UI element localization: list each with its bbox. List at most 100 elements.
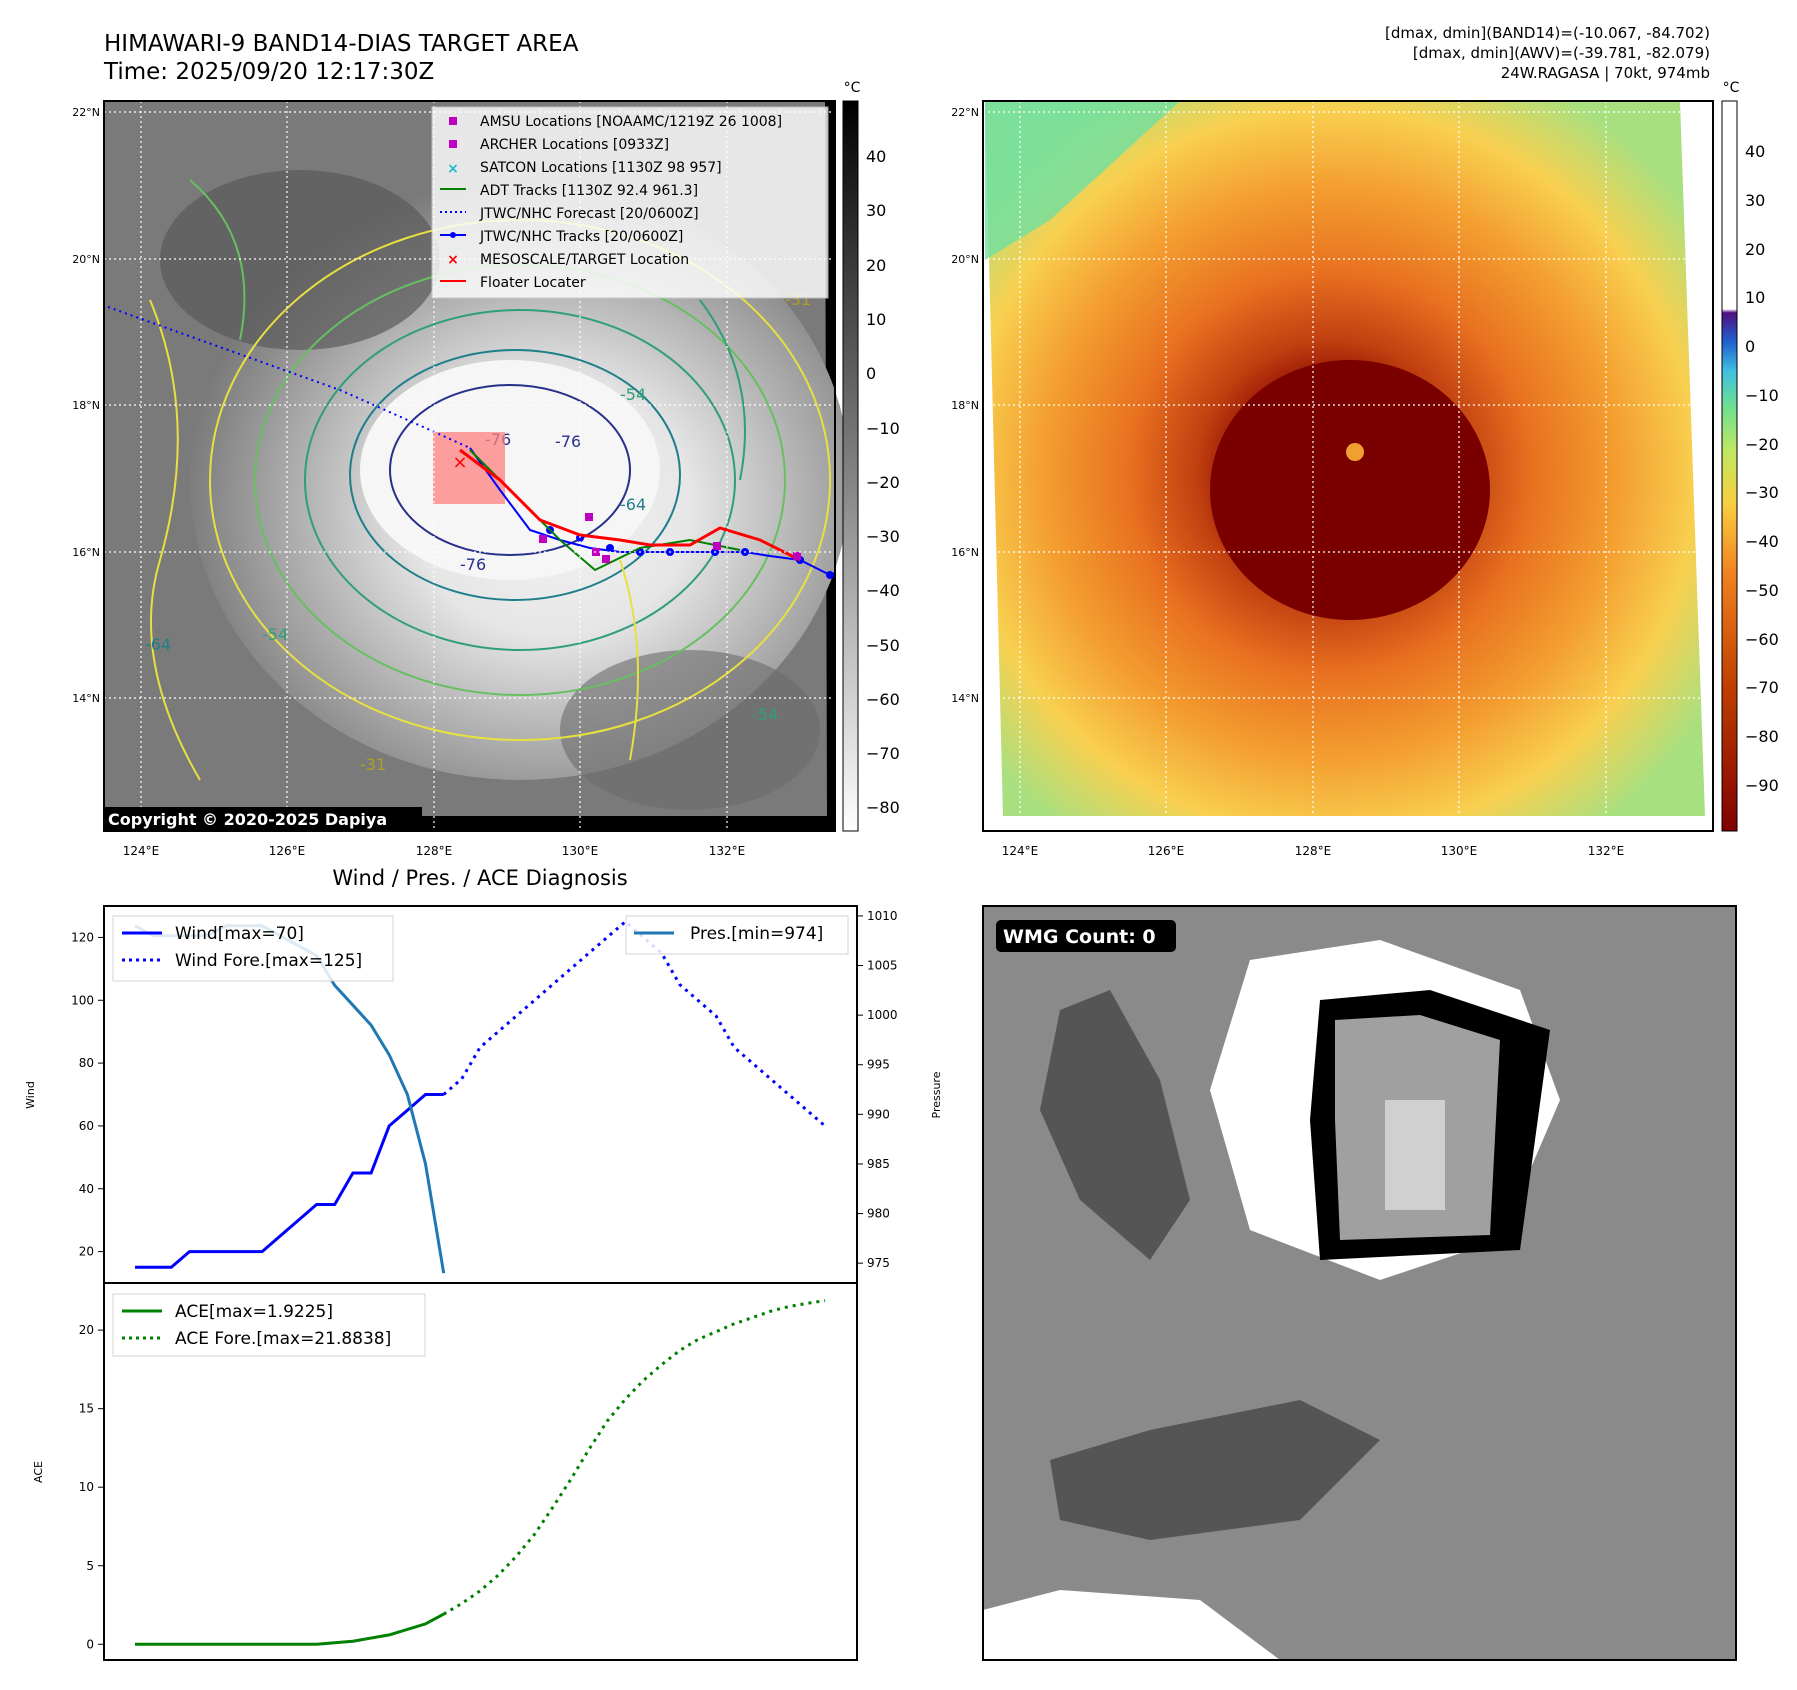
wmg-count-badge xyxy=(996,920,1176,952)
ir-map-frame xyxy=(103,100,836,832)
cb-tick: −50 xyxy=(866,636,900,655)
cb-tick: −10 xyxy=(866,419,900,438)
lon-label: 124°E xyxy=(123,844,160,858)
lon-label: 132°E xyxy=(709,844,746,858)
contour-label: -76 xyxy=(555,432,581,451)
legend-mesoscale: MESOSCALE/TARGET Location xyxy=(480,252,689,268)
lat-label: 16°N xyxy=(951,546,979,559)
ace-tick-label: 0 xyxy=(86,1637,94,1651)
legend-ace-fore: ACE Fore.[max=21.8838] xyxy=(175,1329,391,1349)
awv-lat-labels: 22°N 20°N 18°N 16°N 14°N xyxy=(951,106,979,705)
awv-colorbar-unit: °C xyxy=(1723,80,1740,96)
copyright-box xyxy=(104,807,422,831)
ir-dry-band xyxy=(160,170,440,350)
cb-tick: 30 xyxy=(1745,191,1765,210)
y2-tick-label: 980 xyxy=(867,1207,890,1221)
lon-label: 128°E xyxy=(416,844,453,858)
contour-label: -54 xyxy=(620,385,646,404)
cb-tick: −50 xyxy=(1745,581,1779,600)
cb-tick: −20 xyxy=(866,473,900,492)
lat-label: 20°N xyxy=(951,253,979,266)
cb-tick: 10 xyxy=(1745,288,1765,307)
wmg-eye xyxy=(1385,1100,1445,1210)
contour-label: -54 xyxy=(262,625,288,644)
awv-colorbar-ticks: 40 30 20 10 0 −10 −20 −30 −40 −50 −60 −7… xyxy=(1745,142,1779,795)
cb-tick: 20 xyxy=(1745,240,1765,259)
cb-tick: −40 xyxy=(1745,532,1779,551)
legend-wind-fore: Wind Fore.[max=125] xyxy=(175,951,362,971)
awv-map-panel: 22°N 20°N 18°N 16°N 14°N 124°E 126°E 128… xyxy=(951,80,1779,858)
awv-colorbar xyxy=(1721,100,1738,832)
legend-jtwc-forecast: JTWC/NHC Forecast [20/0600Z] xyxy=(479,206,699,222)
legend-satcon: SATCON Locations [1130Z 98 957] xyxy=(480,160,722,176)
ace-tick-label: 20 xyxy=(79,1323,94,1337)
contour-label: -64 xyxy=(145,635,171,654)
lon-label: 130°E xyxy=(1441,844,1478,858)
ace-chart: 0 5 10 15 20 ACE ACE[max=1.9225] ACE Fore.[m… xyxy=(32,1282,858,1661)
cb-tick: 40 xyxy=(866,147,886,166)
wmg-count: WMG Count: 0 xyxy=(1003,926,1156,948)
cb-tick: 20 xyxy=(866,256,886,275)
cb-tick: 0 xyxy=(866,364,876,383)
map-legend-symbols: × × xyxy=(440,117,466,282)
cb-tick: −40 xyxy=(866,581,900,600)
legend-amsu: AMSU Locations [NOAAMC/1219Z 26 1008] xyxy=(480,114,782,130)
cb-tick: 0 xyxy=(1745,337,1755,356)
contour-label: -76 xyxy=(460,555,486,574)
cb-tick: 40 xyxy=(1745,142,1765,161)
awv-range: [dmax, dmin](AWV)=(-39.781, -82.079) xyxy=(1413,44,1710,62)
ir-lon-labels: 124°E 126°E 128°E 130°E 132°E xyxy=(123,844,746,858)
lon-label: 130°E xyxy=(562,844,599,858)
lon-label: 132°E xyxy=(1588,844,1625,858)
ir-colorbar-unit: °C xyxy=(844,80,861,96)
floater-track xyxy=(459,448,801,562)
y2-tick-label: 995 xyxy=(867,1058,890,1072)
svg-text:×: × xyxy=(447,161,459,177)
lat-label: 14°N xyxy=(72,692,100,705)
cb-tick: −10 xyxy=(1745,386,1779,405)
lat-label: 16°N xyxy=(72,546,100,559)
cb-tick: −80 xyxy=(866,798,900,817)
y2-tick-label: 1000 xyxy=(867,1008,898,1022)
y-tick-label: 40 xyxy=(79,1182,94,1196)
ace-tick-label: 10 xyxy=(79,1480,94,1494)
y2-tick-label: 990 xyxy=(867,1107,890,1121)
awv-gridlines xyxy=(983,101,1713,831)
pres-ylabel: Pressure xyxy=(930,1071,943,1118)
legend-wind: Wind[max=70] xyxy=(175,924,304,944)
awv-moist-nw xyxy=(985,101,1180,260)
forecast-track xyxy=(107,306,471,449)
storm-info: 24W.RAGASA | 70kt, 974mb xyxy=(1501,64,1710,82)
ir-colorbar-ticks: 40 30 20 10 0 −10 −20 −30 −40 −50 −60 −7… xyxy=(866,147,900,817)
y-tick-label: 120 xyxy=(71,930,94,944)
cb-tick: −30 xyxy=(1745,483,1779,502)
wmg-dark-region-south xyxy=(1050,1400,1380,1540)
cb-tick: 10 xyxy=(866,310,886,329)
lat-label: 20°N xyxy=(72,253,100,266)
lat-label: 14°N xyxy=(951,692,979,705)
svg-text:×: × xyxy=(447,252,459,268)
band14-range: [dmax, dmin](BAND14)=(-10.067, -84.702) xyxy=(1385,24,1710,42)
y2-tick-label: 985 xyxy=(867,1157,890,1171)
cb-tick: 30 xyxy=(866,201,886,220)
pres-legend xyxy=(625,915,849,955)
ir-cdo xyxy=(360,360,660,580)
contour-label: -64 xyxy=(620,495,646,514)
target-x-marker: × xyxy=(452,452,467,473)
legend-ace: ACE[max=1.9225] xyxy=(175,1302,333,1322)
contour-label: -54 xyxy=(752,705,778,724)
lon-label: 124°E xyxy=(1002,844,1039,858)
y2-tick-label: 1010 xyxy=(867,909,898,923)
awv-core xyxy=(1210,360,1490,620)
lat-label: 22°N xyxy=(72,106,100,119)
wmg-panel: WMG Count: 0 xyxy=(982,905,1737,1661)
series-line-0 xyxy=(135,1093,444,1269)
contour-label: -31 xyxy=(360,755,386,774)
ace-series-line-0 xyxy=(135,1612,445,1646)
wmg-dark-region-west xyxy=(1040,990,1190,1260)
cb-tick: −60 xyxy=(1745,630,1779,649)
legend-jtwc-tracks: JTWC/NHC Tracks [20/0600Z] xyxy=(479,229,683,245)
cb-tick: −30 xyxy=(866,527,900,546)
y-tick-label: 20 xyxy=(79,1245,94,1259)
